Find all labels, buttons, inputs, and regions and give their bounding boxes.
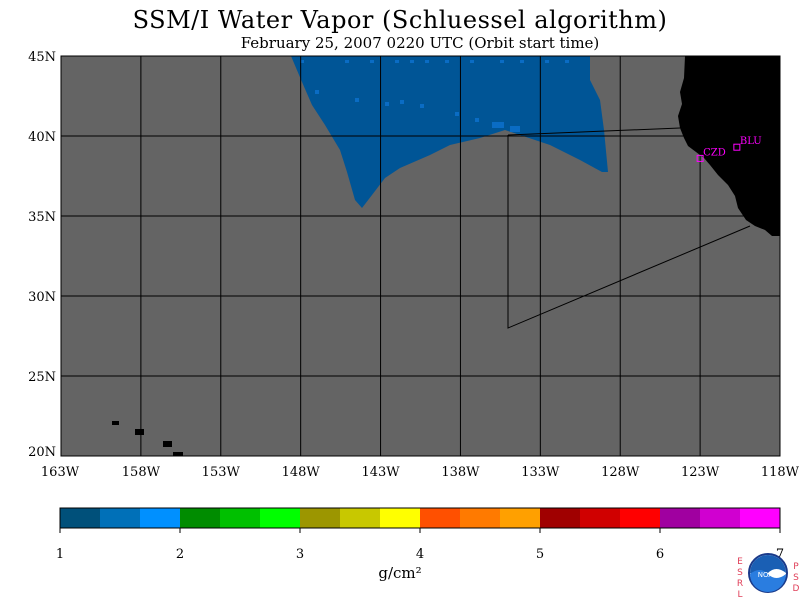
- lat-label: 25N: [28, 370, 56, 385]
- colorbar-swatch: [540, 508, 580, 528]
- colorbar-label: 6: [656, 547, 664, 562]
- colorbar-label: 3: [296, 547, 304, 562]
- lon-label: 163W: [41, 465, 80, 480]
- colorbar-units: g/cm²: [378, 564, 422, 582]
- station-label: CZD: [703, 147, 726, 158]
- lon-label: 128W: [601, 465, 640, 480]
- station-label: BLU: [740, 136, 762, 147]
- colorbar-swatch: [60, 508, 100, 528]
- colorbar-swatch: [380, 508, 420, 528]
- colorbar-swatch: [580, 508, 620, 528]
- lon-label: 118W: [761, 465, 800, 480]
- colorbar-swatch: [460, 508, 500, 528]
- colorbar-swatch: [420, 508, 460, 528]
- water-vapor-swath: [291, 56, 608, 208]
- colorbar-swatch: [100, 508, 140, 528]
- hawaiian-islands: [112, 421, 183, 456]
- lon-label: 148W: [282, 465, 321, 480]
- colorbar-swatch: [740, 508, 780, 528]
- station-markers: CZD BLU: [696, 136, 762, 162]
- lat-labels: 45N 40N 35N 30N 25N 20N: [28, 50, 56, 460]
- noaa-logo: NOAA: [748, 553, 788, 593]
- colorbar-labels: 1 2 3 4 5 6 7: [56, 528, 784, 562]
- colorbar-label: 4: [416, 547, 424, 562]
- map-frame: [60, 55, 781, 457]
- colorbar-swatch: [500, 508, 540, 528]
- colorbar-swatch: [180, 508, 220, 528]
- station-marker: [696, 154, 704, 162]
- colorbar: [59, 507, 781, 529]
- lat-label: 40N: [28, 130, 56, 145]
- lat-lon-grid: [61, 56, 780, 456]
- lon-labels: 163W 158W 153W 148W 143W 138W 133W 128W 123W 118W: [41, 465, 800, 480]
- lat-label: 35N: [28, 210, 56, 225]
- lon-label: 143W: [361, 465, 400, 480]
- lat-label: 45N: [28, 50, 56, 65]
- map-title: SSM/I Water Vapor (Schluessel algorithm): [132, 6, 668, 34]
- colorbar-swatch: [300, 508, 340, 528]
- lon-label: 158W: [122, 465, 161, 480]
- noaa-logo-text: NOAA: [758, 571, 779, 579]
- colorbar-swatch: [660, 508, 700, 528]
- station-marker: [733, 143, 741, 151]
- colorbar-label: 1: [56, 547, 64, 562]
- lon-label: 133W: [521, 465, 560, 480]
- lon-label: 123W: [681, 465, 720, 480]
- map-subtitle: February 25, 2007 0220 UTC (Orbit start …: [240, 34, 600, 52]
- colorbar-swatch: [220, 508, 260, 528]
- lon-label: 138W: [441, 465, 480, 480]
- lat-label: 30N: [28, 290, 56, 305]
- track-line-north: [507, 127, 681, 136]
- colorbar-swatch: [340, 508, 380, 528]
- california-coast-land: [678, 56, 780, 236]
- colorbar-swatch: [700, 508, 740, 528]
- colorbar-swatch: [260, 508, 300, 528]
- colorbar-swatch: [620, 508, 660, 528]
- colorbar-swatch: [140, 508, 180, 528]
- track-line: [507, 135, 751, 329]
- colorbar-label: 5: [536, 547, 544, 562]
- swath-speckles: [300, 60, 569, 132]
- colorbar-label: 7: [776, 547, 784, 562]
- colorbar-label: 2: [176, 547, 184, 562]
- lon-label: 153W: [202, 465, 241, 480]
- lat-label: 20N: [28, 445, 56, 460]
